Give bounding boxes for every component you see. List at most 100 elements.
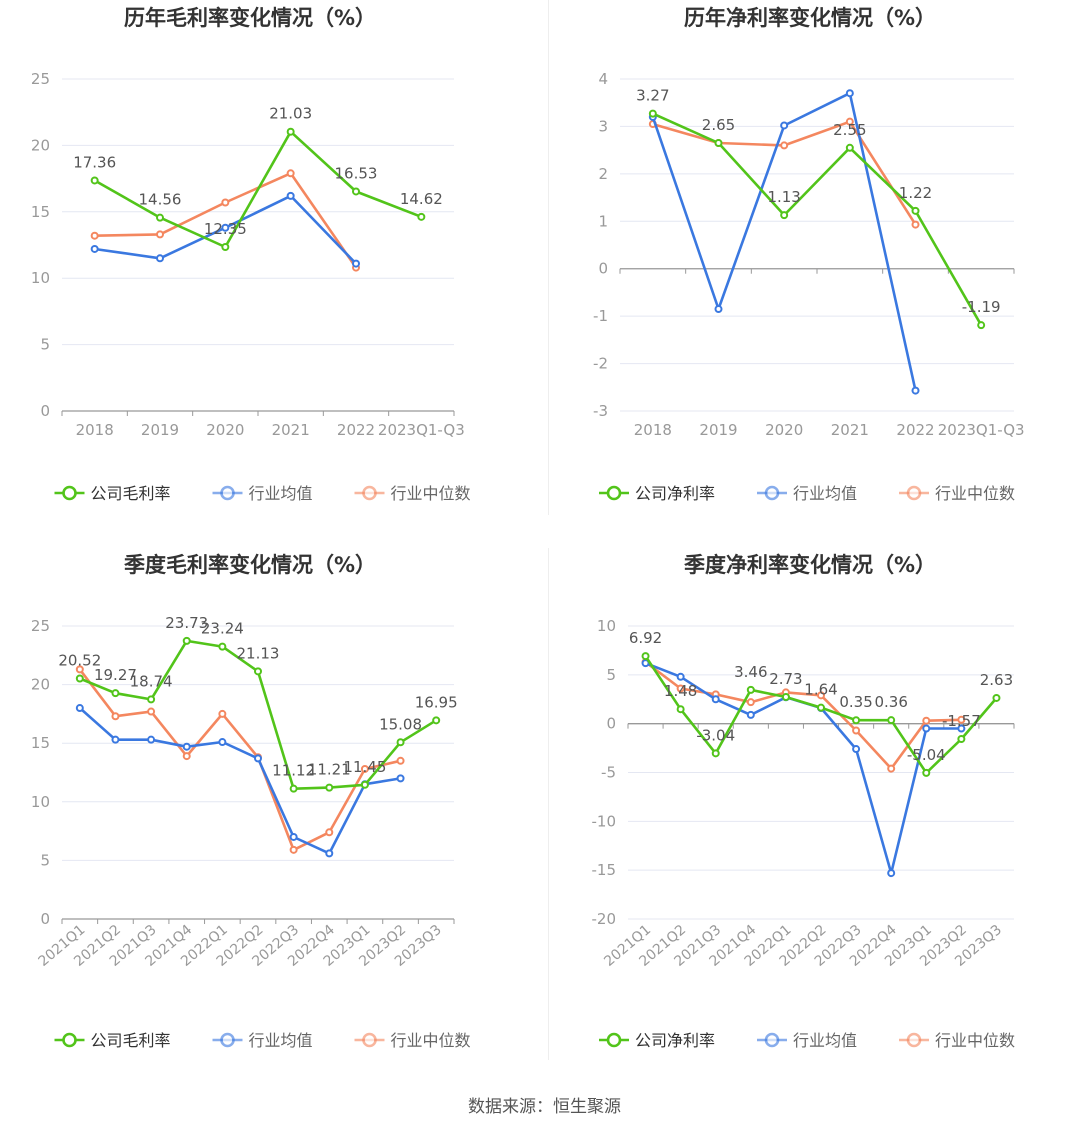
data-point-company[interactable] (648, 109, 657, 118)
legend-item-company[interactable]: 公司毛利率 (54, 1031, 171, 1050)
data-point-company[interactable] (254, 667, 262, 676)
data-point-company[interactable] (286, 127, 295, 136)
data-point-avg[interactable] (911, 386, 920, 395)
legend-item-avg[interactable]: 行业均值 (212, 1031, 313, 1050)
data-point-avg[interactable] (111, 735, 120, 744)
series-line-company (652, 112, 983, 326)
data-point-median[interactable] (911, 220, 920, 229)
data-point-avg[interactable] (75, 704, 84, 713)
legend-label: 行业中位数 (935, 1031, 1015, 1050)
data-point-median[interactable] (156, 230, 164, 239)
data-point-median[interactable] (147, 707, 156, 716)
data-point-avg[interactable] (352, 259, 360, 268)
data-point-company[interactable] (156, 213, 164, 222)
data-point-company[interactable] (992, 693, 1001, 702)
legend-item-median[interactable]: 行业中位数 (354, 484, 471, 503)
data-point-median[interactable] (887, 764, 896, 773)
data-point-avg[interactable] (289, 832, 298, 841)
data-point-median[interactable] (325, 828, 334, 837)
data-point-company[interactable] (676, 705, 685, 714)
legend-item-avg[interactable]: 行业均值 (757, 484, 857, 503)
data-point-median[interactable] (852, 726, 861, 735)
data-point-avg[interactable] (746, 710, 755, 719)
data-point-company[interactable] (90, 176, 99, 185)
legend-item-median[interactable]: 行业中位数 (354, 1031, 471, 1050)
legend-item-avg[interactable]: 行业均值 (757, 1031, 857, 1050)
data-point-company[interactable] (289, 784, 298, 793)
data-point-company[interactable] (325, 783, 334, 792)
data-point-company[interactable] (852, 716, 861, 725)
data-point-median[interactable] (780, 141, 789, 150)
data-point-avg[interactable] (676, 672, 685, 681)
data-point-company[interactable] (817, 703, 825, 712)
data-point-median[interactable] (746, 698, 755, 707)
data-point-avg[interactable] (156, 254, 164, 263)
data-point-company[interactable] (182, 636, 191, 645)
data-point-company[interactable] (221, 242, 230, 251)
data-point-avg[interactable] (396, 774, 405, 783)
data-point-median[interactable] (75, 665, 84, 674)
data-point-median[interactable] (90, 231, 99, 240)
data-point-median[interactable] (922, 716, 931, 725)
data-point-median[interactable] (221, 198, 230, 207)
data-point-median[interactable] (845, 117, 854, 126)
data-point-company[interactable] (147, 695, 156, 704)
data-point-company[interactable] (922, 768, 931, 777)
data-point-company[interactable] (781, 693, 790, 702)
legend-item-median[interactable]: 行业中位数 (899, 1031, 1015, 1050)
data-point-avg[interactable] (286, 191, 295, 200)
data-point-avg[interactable] (714, 305, 723, 314)
x-tick-label: 2018 (76, 421, 114, 439)
data-point-company[interactable] (887, 716, 896, 725)
data-point-avg[interactable] (218, 738, 227, 747)
data-point-median[interactable] (817, 691, 825, 700)
data-point-median[interactable] (182, 752, 191, 761)
legend-item-company[interactable]: 公司净利率 (599, 1031, 715, 1050)
data-point-avg[interactable] (711, 695, 720, 704)
data-point-company[interactable] (714, 139, 723, 148)
data-point-company[interactable] (641, 652, 650, 661)
data-point-company[interactable] (75, 674, 84, 683)
data-point-avg[interactable] (922, 724, 931, 733)
data-point-company[interactable] (845, 143, 854, 152)
data-point-avg[interactable] (957, 724, 966, 733)
data-point-company[interactable] (360, 780, 369, 789)
data-point-company[interactable] (111, 689, 120, 698)
legend-item-company[interactable]: 公司净利率 (599, 484, 715, 503)
data-point-avg[interactable] (641, 659, 650, 668)
y-tick-label: 0 (40, 910, 50, 928)
data-point-avg[interactable] (90, 244, 99, 253)
data-point-avg[interactable] (887, 869, 896, 878)
data-point-avg[interactable] (254, 754, 262, 763)
y-tick-label: -3 (593, 402, 608, 420)
legend-item-avg[interactable]: 行业均值 (212, 484, 313, 503)
data-point-median[interactable] (289, 845, 298, 854)
data-point-median[interactable] (286, 169, 295, 178)
data-point-company[interactable] (780, 211, 789, 220)
data-point-avg[interactable] (852, 745, 861, 754)
data-point-avg[interactable] (780, 121, 789, 130)
data-point-median[interactable] (957, 715, 966, 724)
data-point-company[interactable] (218, 642, 227, 651)
data-point-avg[interactable] (325, 849, 334, 858)
data-point-median[interactable] (218, 709, 227, 718)
data-point-company[interactable] (396, 738, 405, 747)
data-point-avg[interactable] (147, 735, 156, 744)
data-point-avg[interactable] (845, 89, 854, 98)
data-point-median[interactable] (676, 684, 685, 693)
data-point-company[interactable] (352, 187, 360, 196)
data-point-company[interactable] (911, 206, 920, 215)
data-point-company[interactable] (746, 685, 755, 694)
data-point-avg[interactable] (182, 742, 191, 751)
legend-item-median[interactable]: 行业中位数 (899, 484, 1015, 503)
data-point-company[interactable] (417, 212, 426, 221)
data-point-avg[interactable] (221, 223, 230, 232)
data-point-company[interactable] (977, 321, 986, 330)
data-point-company[interactable] (957, 735, 966, 744)
data-point-company[interactable] (432, 716, 441, 725)
data-point-median[interactable] (111, 712, 120, 721)
data-point-median[interactable] (360, 764, 369, 773)
data-point-company[interactable] (711, 749, 720, 758)
legend-item-company[interactable]: 公司毛利率 (54, 484, 171, 503)
data-point-median[interactable] (396, 756, 405, 765)
